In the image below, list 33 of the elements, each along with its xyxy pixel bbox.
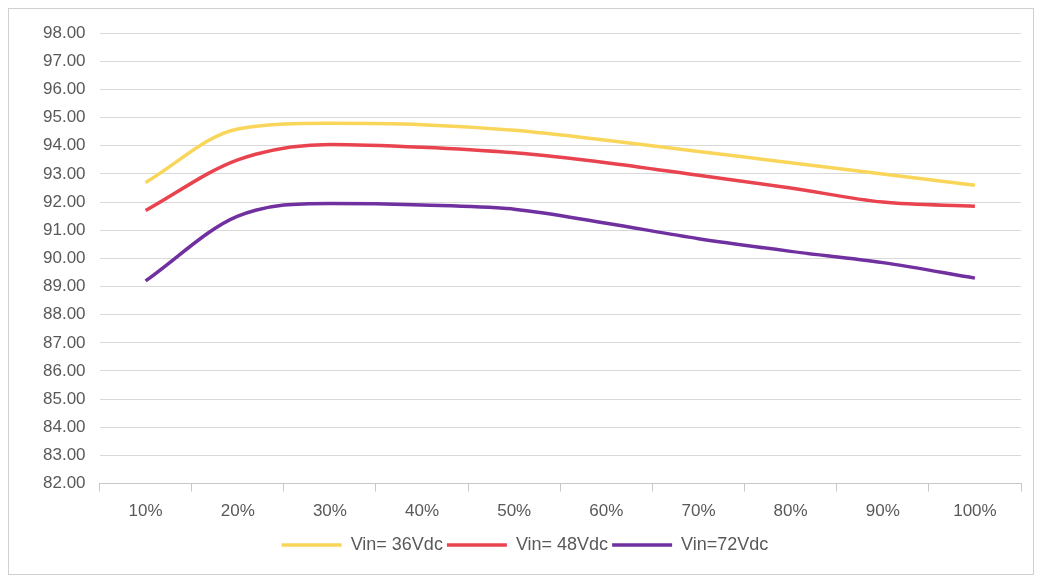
x-tick-label: 30% — [312, 501, 347, 521]
y-tick-label: 95.00 — [42, 107, 86, 127]
y-tick-label: 94.00 — [42, 135, 86, 155]
y-tick-label: 85.00 — [42, 388, 86, 408]
x-tick-label: 20% — [220, 501, 255, 521]
y-tick-label: 89.00 — [42, 276, 86, 296]
x-tick-label: 80% — [773, 501, 808, 521]
y-tick-label: 87.00 — [42, 332, 86, 352]
y-tick-label: 92.00 — [42, 191, 86, 211]
x-tick-label: 100% — [953, 501, 997, 521]
y-tick-label: 93.00 — [42, 163, 86, 183]
y-tick-label: 86.00 — [42, 360, 86, 380]
x-tick-label: 10% — [128, 501, 163, 521]
y-tick-label: 83.00 — [42, 445, 86, 465]
x-tick-label: 60% — [589, 501, 624, 521]
y-tick-label: 97.00 — [42, 51, 86, 71]
line-series — [143, 201, 977, 283]
legend-label: Vin=72Vdc — [681, 533, 769, 554]
x-tick-label: 90% — [865, 501, 900, 521]
x-tick-label: 50% — [497, 501, 532, 521]
legend-label: Vin= 48Vdc — [515, 533, 609, 554]
line-series — [143, 142, 977, 213]
y-tick-label: 96.00 — [42, 79, 86, 99]
y-tick-label: 88.00 — [42, 304, 86, 324]
y-tick-label: 84.00 — [42, 416, 86, 436]
y-tick-label: 82.00 — [42, 473, 86, 493]
x-tick-label: 40% — [405, 501, 440, 521]
legend-label: Vin= 36Vdc — [350, 533, 443, 554]
x-tick-label: 70% — [681, 501, 716, 521]
y-tick-label: 91.00 — [42, 219, 86, 239]
y-tick-label: 90.00 — [42, 248, 86, 268]
y-tick-label: 98.00 — [42, 22, 86, 42]
line-series — [143, 121, 977, 187]
